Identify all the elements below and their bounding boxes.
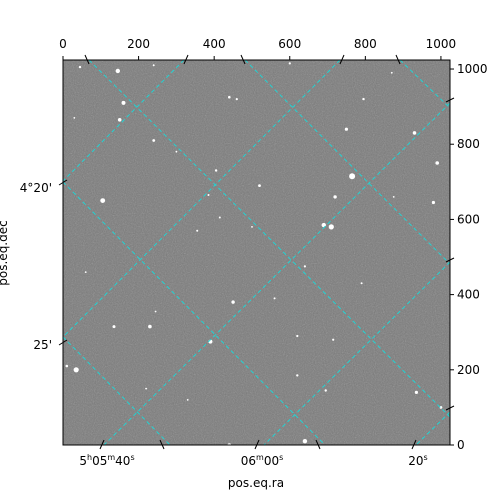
dec-tick-label: 25' bbox=[33, 338, 52, 352]
star-point bbox=[73, 367, 79, 373]
star-point bbox=[251, 226, 253, 228]
star-point bbox=[273, 297, 276, 300]
x-tick-label: 600 bbox=[278, 37, 301, 51]
dec-tick-label: 4°20' bbox=[20, 181, 52, 195]
right-world-tick bbox=[445, 257, 455, 263]
star-point bbox=[431, 200, 435, 205]
grid-line bbox=[263, 261, 450, 445]
star-point bbox=[333, 195, 337, 199]
right-world-tick bbox=[445, 97, 455, 103]
star-point bbox=[435, 161, 440, 165]
star-point bbox=[84, 271, 87, 273]
y-tick-label: 200 bbox=[457, 363, 480, 377]
grid-line bbox=[399, 60, 450, 109]
grid-line bbox=[63, 60, 341, 338]
star-point bbox=[324, 389, 327, 392]
pixel-y-axis-right: 0 200 400 600 800 1000 bbox=[450, 62, 488, 452]
star-point bbox=[288, 62, 291, 65]
star-point bbox=[231, 300, 235, 304]
grid-line bbox=[415, 411, 450, 445]
right-world-tick bbox=[445, 405, 455, 411]
star-point bbox=[73, 117, 76, 119]
star-point bbox=[186, 399, 189, 401]
x-tick-label: 400 bbox=[203, 37, 226, 51]
top-world-tick bbox=[183, 54, 189, 65]
star-point bbox=[218, 216, 221, 219]
plot-area bbox=[62, 59, 451, 446]
star-point bbox=[392, 196, 395, 198]
x-axis-label: pos.eq.ra bbox=[228, 476, 284, 490]
star-point bbox=[152, 64, 155, 67]
x-tick-label: 1000 bbox=[426, 37, 457, 51]
grid-line bbox=[88, 60, 450, 418]
star-point bbox=[332, 338, 335, 341]
star-point bbox=[175, 150, 178, 153]
star-point bbox=[344, 127, 348, 131]
bottom-world-tick bbox=[411, 439, 417, 450]
star-point bbox=[207, 194, 210, 196]
star-point bbox=[78, 65, 82, 69]
y-tick-label: 0 bbox=[457, 438, 465, 452]
star-point bbox=[235, 98, 238, 101]
star-point bbox=[196, 229, 199, 232]
x-tick-label: 200 bbox=[127, 37, 150, 51]
pixel-x-axis-top: 0 200 400 600 800 1000 bbox=[59, 37, 456, 60]
bottom-world-tick bbox=[315, 439, 321, 450]
star-point bbox=[148, 324, 152, 329]
star-field bbox=[65, 62, 443, 445]
left-world-tick bbox=[58, 179, 68, 186]
x-tick-label: 800 bbox=[354, 37, 377, 51]
world-tick-marks bbox=[58, 54, 455, 450]
star-point bbox=[349, 173, 356, 180]
y-tick-label: 600 bbox=[457, 212, 480, 226]
star-point bbox=[302, 439, 308, 444]
image-noise bbox=[63, 60, 450, 445]
star-point bbox=[145, 387, 148, 390]
grid-line bbox=[63, 60, 185, 182]
top-world-tick bbox=[395, 54, 401, 65]
star-point bbox=[258, 184, 261, 188]
top-world-tick bbox=[84, 54, 90, 65]
top-world-tick bbox=[240, 54, 246, 65]
star-point bbox=[100, 198, 106, 204]
y-tick-label: 800 bbox=[457, 137, 480, 151]
star-point bbox=[412, 131, 417, 135]
star-point bbox=[296, 334, 299, 338]
top-world-tick bbox=[339, 54, 345, 65]
star-point bbox=[414, 390, 418, 394]
star-point bbox=[121, 100, 126, 105]
star-point bbox=[328, 224, 334, 230]
ra-tick-label: 5h05m40s bbox=[79, 453, 134, 468]
left-world-tick bbox=[58, 339, 68, 346]
coordinate-grid bbox=[63, 60, 450, 445]
star-point bbox=[154, 310, 157, 313]
bottom-world-tick bbox=[99, 439, 105, 450]
y-tick-label: 1000 bbox=[457, 62, 488, 76]
bottom-world-tick bbox=[254, 439, 260, 450]
ra-tick-labels: 5h05m40s 06m00s 20s bbox=[79, 453, 427, 468]
y-axis-label: pos.eq.dec bbox=[0, 220, 10, 285]
star-point bbox=[360, 282, 363, 285]
dec-tick-labels: 4°20' 25' bbox=[20, 181, 52, 352]
x-tick-label: 0 bbox=[59, 37, 67, 51]
bottom-world-tick bbox=[159, 439, 165, 450]
ra-tick-label: 20s bbox=[408, 453, 427, 468]
grid-line bbox=[63, 336, 171, 445]
star-point bbox=[390, 71, 393, 74]
star-point bbox=[303, 265, 306, 268]
star-point bbox=[152, 139, 156, 142]
star-point bbox=[296, 374, 299, 377]
grid-line bbox=[244, 60, 450, 265]
star-point bbox=[362, 97, 365, 101]
star-point bbox=[115, 68, 121, 74]
y-tick-label: 400 bbox=[457, 288, 480, 302]
star-point bbox=[214, 169, 218, 172]
star-point bbox=[228, 95, 231, 99]
star-point bbox=[112, 325, 116, 329]
star-point bbox=[65, 364, 69, 368]
star-point bbox=[117, 118, 122, 122]
grid-line bbox=[63, 181, 326, 445]
ra-tick-label: 06m00s bbox=[241, 453, 284, 468]
